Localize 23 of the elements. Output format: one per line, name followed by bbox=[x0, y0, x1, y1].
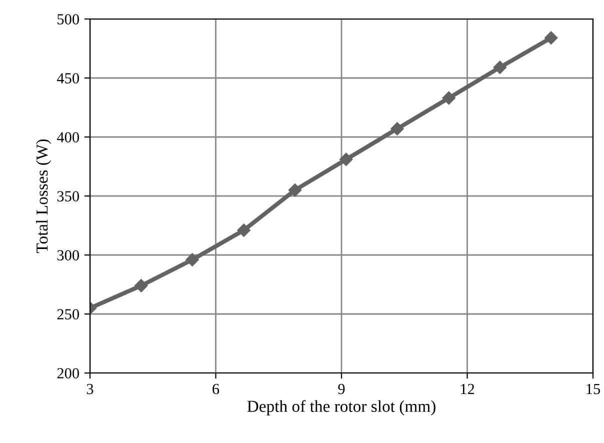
y-tick-label: 450 bbox=[56, 73, 79, 84]
y-tick-label: 200 bbox=[57, 368, 79, 378]
y-tick-label: 250 bbox=[57, 309, 79, 320]
point bbox=[237, 224, 250, 237]
point bbox=[442, 91, 456, 105]
point bbox=[134, 279, 148, 292]
y-tick-label: 500 bbox=[58, 14, 79, 24]
y-tick-label: 300 bbox=[57, 250, 79, 260]
point bbox=[288, 184, 302, 197]
x-tick-label: 9 bbox=[338, 384, 345, 394]
x-tick-label: 6 bbox=[212, 384, 220, 394]
x-tick-label: 15 bbox=[586, 384, 600, 394]
y-axis-title: Total Losses (W) bbox=[36, 139, 52, 253]
point bbox=[340, 152, 353, 166]
point bbox=[390, 122, 404, 136]
x-axis-title: Depth of the rotor slot (mm) bbox=[247, 400, 436, 416]
point bbox=[186, 253, 199, 266]
x-tick-label: 3 bbox=[86, 384, 94, 394]
point bbox=[493, 60, 507, 74]
y-tick-label: 350 bbox=[57, 191, 79, 202]
x-tick-label: 12 bbox=[460, 384, 474, 394]
y-tick-label: 400 bbox=[56, 132, 79, 142]
point bbox=[544, 31, 558, 44]
